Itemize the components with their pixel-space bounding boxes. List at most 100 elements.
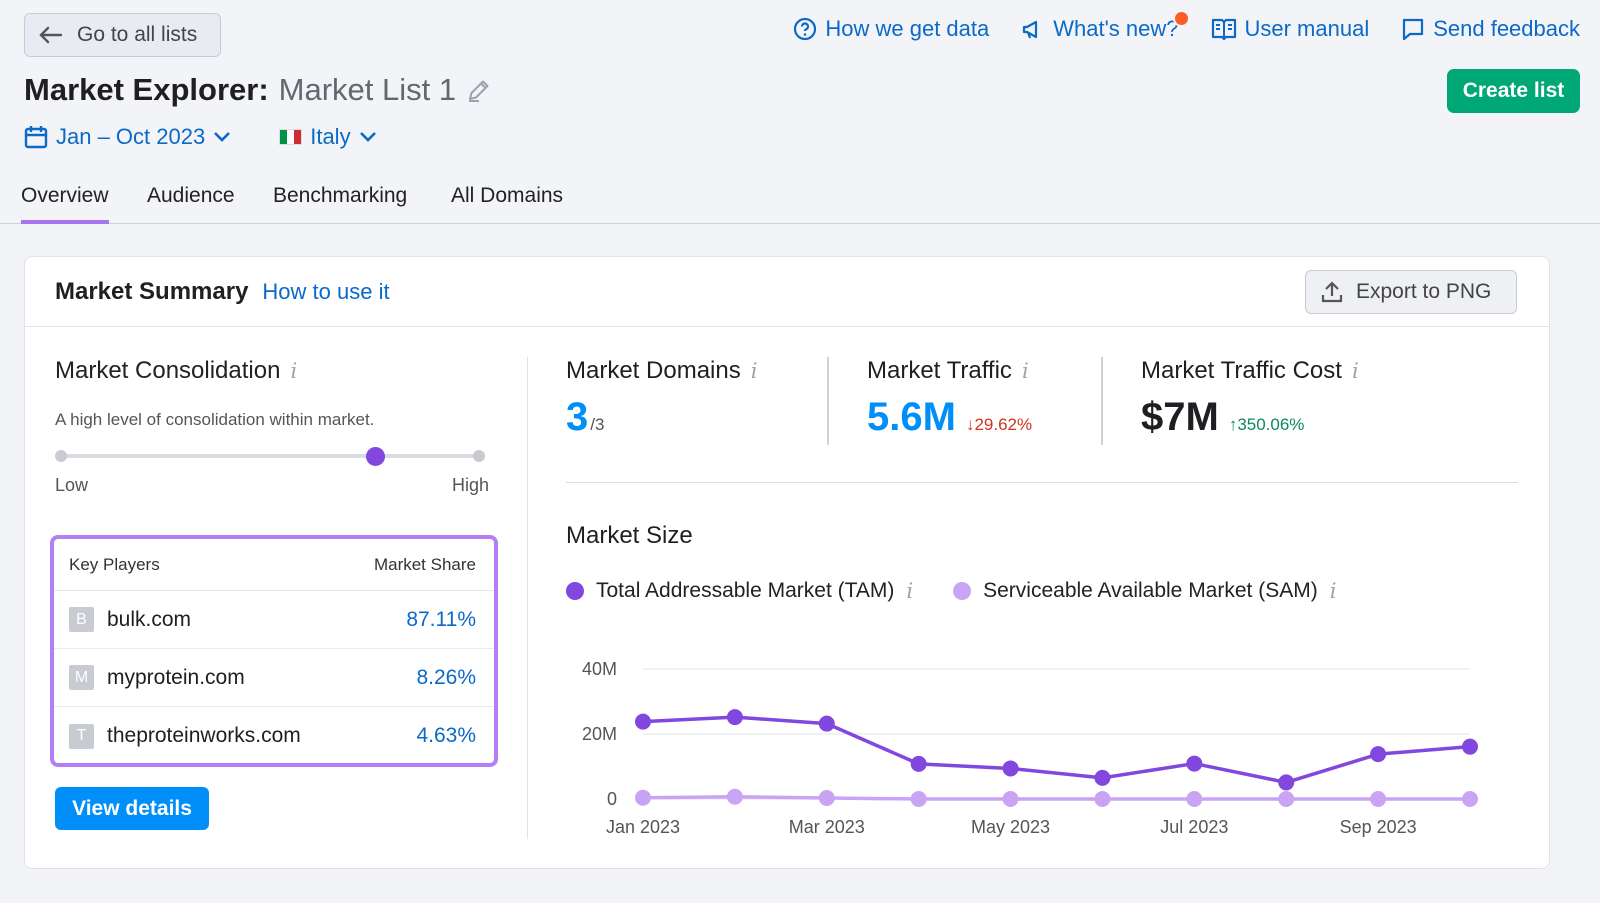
sam-data-point <box>818 790 835 807</box>
table-row: M myprotein.com 8.26% <box>54 649 494 707</box>
pencil-icon[interactable] <box>466 77 492 103</box>
info-icon[interactable]: i <box>1329 579 1337 603</box>
col-key-players: Key Players <box>69 554 160 574</box>
market-summary-card: Market Summary How to use it Export to P… <box>24 256 1550 869</box>
page-title: Market Explorer: Market List 1 <box>24 72 492 108</box>
tab-benchmarking[interactable]: Benchmarking <box>273 184 408 207</box>
x-tick-label: May 2023 <box>971 817 1050 837</box>
how-we-get-data-link[interactable]: How we get data <box>793 16 989 42</box>
back-to-lists-button[interactable]: Go to all lists <box>24 13 221 57</box>
create-list-button[interactable]: Create list <box>1447 69 1580 113</box>
sam-data-point <box>635 789 651 806</box>
table-row: B bulk.com 87.11% <box>54 591 494 649</box>
tam-data-point <box>910 755 927 772</box>
x-tick-label: Jan 2023 <box>606 817 680 837</box>
sam-data-point <box>1094 791 1111 807</box>
export-label: Export to PNG <box>1356 280 1492 303</box>
traffic-delta: ↓29.62% <box>966 415 1032 435</box>
megaphone-icon <box>1023 20 1038 39</box>
feedback-icon <box>1403 18 1424 41</box>
slider-thumb <box>365 447 385 466</box>
consolidation-section: Market Consolidation i A high level of c… <box>55 357 495 496</box>
x-tick-label: Sep 2023 <box>1340 817 1417 837</box>
domain-favicon: M <box>69 665 94 690</box>
metric-value-row: 5.6M ↓29.62% <box>867 395 1032 440</box>
domain-name[interactable]: myprotein.com <box>107 665 245 689</box>
view-details-button[interactable]: View details <box>55 787 209 830</box>
how-to-use-link[interactable]: How to use it <box>262 278 390 304</box>
tab-all-domains[interactable]: All Domains <box>451 184 564 207</box>
how-we-get-data-label: How we get data <box>825 16 990 41</box>
table-row: T theproteinworks.com 4.63% <box>54 707 494 765</box>
market-size-chart: 0 20M 40M Jan 2023 Mar 2023 May 2023 Jul 2023 S… <box>582 659 1478 837</box>
domain-name[interactable]: theproteinworks.com <box>107 724 301 747</box>
legend-tam-swatch <box>566 582 584 600</box>
tam-data-point <box>1186 755 1203 772</box>
italy-flag-icon <box>279 129 303 145</box>
whats-new-label: What's new? <box>1053 16 1179 41</box>
export-png-button[interactable]: Export to PNG <box>1305 270 1517 314</box>
sam-series-line <box>642 794 1470 801</box>
date-range-picker[interactable]: Jan – Oct 2023 <box>24 124 231 150</box>
tab-overview[interactable]: Overview <box>21 184 109 224</box>
market-traffic-metric: Market Traffic i 5.6M ↓29.62% <box>867 357 1032 440</box>
tam-data-point <box>726 709 743 726</box>
market-domains-value[interactable]: 3 <box>566 395 589 439</box>
market-domains-metric: Market Domains i 3 /3 <box>566 357 757 440</box>
send-feedback-link[interactable]: Send feedback <box>1401 16 1580 42</box>
calendar-icon <box>24 126 48 149</box>
cost-delta: ↑350.06% <box>1229 415 1305 435</box>
key-players-table: Key Players Market Share B bulk.com 87.1… <box>50 535 498 767</box>
page-title-list-name: Market List 1 <box>278 72 457 107</box>
info-icon[interactable]: i <box>1351 359 1359 383</box>
x-tick-label: Mar 2023 <box>789 817 865 837</box>
legend-sam-swatch <box>953 582 972 600</box>
tam-data-point <box>1002 760 1019 777</box>
slider-end-dot <box>473 450 485 462</box>
metrics-divider <box>566 482 1518 483</box>
sam-data-point <box>910 791 927 807</box>
country-label: Italy <box>310 124 351 149</box>
domain-favicon: B <box>69 607 94 632</box>
legend-sam[interactable]: Serviceable Available Market (SAM) i <box>953 579 1336 603</box>
domain-name[interactable]: bulk.com <box>107 607 192 631</box>
market-traffic-value: 5.6M <box>867 395 956 439</box>
metric-label: Market Traffic Cost i <box>1141 357 1359 385</box>
market-share-value[interactable]: 4.63% <box>416 724 476 747</box>
info-icon[interactable]: i <box>1021 359 1029 383</box>
chart-legend: Total Addressable Market (TAM) i Service… <box>566 579 1336 603</box>
market-traffic-cost-value: $7M <box>1141 395 1219 439</box>
metric-label: Market Traffic i <box>867 357 1032 385</box>
metric-label: Market Domains i <box>566 357 757 385</box>
user-manual-link[interactable]: User manual <box>1211 16 1370 42</box>
info-icon[interactable]: i <box>906 579 914 603</box>
arrow-down-icon: ↓ <box>965 415 975 434</box>
column-divider <box>527 357 528 839</box>
domain-favicon: T <box>69 723 94 749</box>
tab-bar: Overview Audience Benchmarking All Domai… <box>0 176 1600 224</box>
country-picker[interactable]: Italy <box>279 124 376 150</box>
legend-tam[interactable]: Total Addressable Market (TAM) i <box>566 579 913 603</box>
slider-track <box>60 454 480 458</box>
legend-tam-label: Total Addressable Market (TAM) <box>596 579 895 602</box>
tam-data-point <box>1462 738 1478 755</box>
market-share-value[interactable]: 8.26% <box>416 665 476 689</box>
arrow-up-icon: ↑ <box>1228 415 1238 434</box>
market-share-value[interactable]: 87.11% <box>406 607 476 631</box>
date-range-label: Jan – Oct 2023 <box>56 124 206 149</box>
back-label: Go to all lists <box>77 23 198 46</box>
upload-icon <box>1321 281 1343 303</box>
market-traffic-cost-metric: Market Traffic Cost i $7M ↑350.06% <box>1141 357 1359 440</box>
tam-data-point <box>818 715 835 732</box>
info-icon[interactable]: i <box>290 359 298 383</box>
sam-data-point <box>726 788 743 805</box>
whats-new-link[interactable]: What's new? <box>1021 10 1190 42</box>
page-title-main: Market Explorer: <box>24 72 269 107</box>
card-header: Market Summary How to use it Export to P… <box>25 257 1549 327</box>
arrow-left-icon <box>39 26 63 44</box>
tab-audience[interactable]: Audience <box>147 184 235 207</box>
user-manual-label: User manual <box>1244 16 1370 41</box>
market-domains-label: Market Domains <box>566 357 741 384</box>
info-icon[interactable]: i <box>750 359 758 383</box>
metric-divider <box>827 357 829 445</box>
